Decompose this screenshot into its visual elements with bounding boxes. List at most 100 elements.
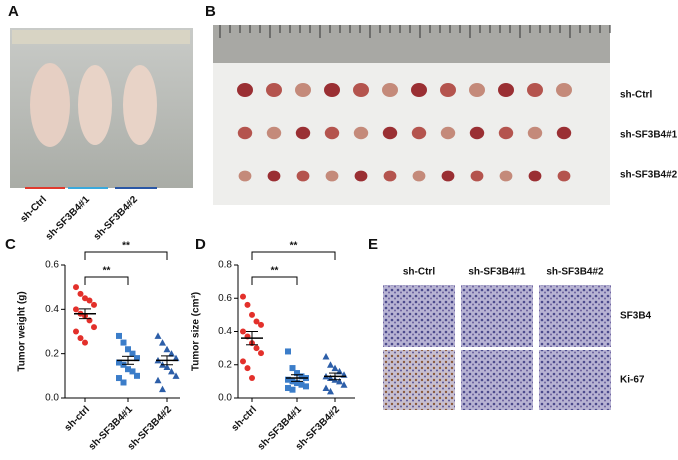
point bbox=[129, 350, 136, 357]
point bbox=[322, 384, 330, 392]
point bbox=[73, 328, 79, 335]
tumor bbox=[353, 83, 369, 97]
point bbox=[327, 361, 334, 368]
panel-label: C bbox=[5, 236, 16, 253]
tumor bbox=[296, 170, 310, 182]
point bbox=[86, 297, 93, 304]
point bbox=[336, 377, 343, 385]
point bbox=[172, 372, 180, 379]
tumor bbox=[470, 170, 484, 182]
mouse bbox=[30, 63, 70, 147]
tumor bbox=[295, 83, 311, 97]
tumor bbox=[527, 126, 543, 140]
group-line bbox=[25, 187, 65, 189]
ihc-image bbox=[383, 285, 455, 347]
point bbox=[244, 301, 251, 308]
tumor bbox=[411, 83, 427, 97]
tumor bbox=[412, 170, 426, 182]
point bbox=[116, 332, 122, 339]
tumor bbox=[440, 83, 456, 97]
tumors bbox=[219, 25, 611, 182]
group-line bbox=[115, 187, 157, 189]
y-tick-label: 0.0 bbox=[45, 393, 59, 404]
point bbox=[116, 375, 122, 382]
panel-label: A bbox=[8, 3, 19, 20]
point bbox=[91, 324, 97, 331]
significance-label: ** bbox=[103, 266, 111, 277]
point bbox=[289, 365, 296, 372]
point bbox=[249, 375, 255, 382]
group-label: sh-SF3B4#2 bbox=[92, 194, 141, 243]
point bbox=[298, 381, 305, 388]
tumor bbox=[382, 83, 398, 97]
point bbox=[82, 295, 88, 302]
significance-bracket bbox=[251, 276, 298, 285]
significance-label: ** bbox=[122, 241, 130, 252]
tumor bbox=[498, 126, 514, 140]
significance-bracket bbox=[84, 276, 129, 285]
tumor bbox=[528, 170, 542, 182]
tumor bbox=[441, 170, 455, 182]
point bbox=[285, 385, 291, 392]
y-tick-label: 0.2 bbox=[218, 359, 232, 370]
point bbox=[163, 345, 171, 353]
row-label: sh-Ctrl bbox=[620, 90, 652, 101]
point bbox=[303, 383, 309, 390]
tumor bbox=[411, 126, 427, 140]
tumor bbox=[237, 83, 253, 97]
point bbox=[294, 370, 300, 377]
y-tick-label: 0.6 bbox=[45, 260, 59, 271]
tumor bbox=[469, 126, 485, 140]
point bbox=[168, 367, 175, 375]
point bbox=[77, 290, 84, 297]
point bbox=[240, 328, 246, 335]
point bbox=[253, 345, 260, 352]
tumor bbox=[498, 83, 514, 97]
point bbox=[154, 332, 162, 339]
tumor bbox=[266, 126, 282, 140]
tumor bbox=[383, 170, 397, 182]
column-label: sh-Ctrl bbox=[403, 267, 435, 278]
point bbox=[294, 380, 300, 387]
point bbox=[240, 358, 246, 365]
point bbox=[134, 372, 140, 379]
group-line bbox=[68, 187, 108, 189]
point bbox=[331, 364, 339, 372]
group-label: sh-Ctrl bbox=[18, 194, 49, 225]
ihc-image bbox=[461, 350, 533, 410]
tumor bbox=[295, 126, 311, 140]
point bbox=[168, 350, 175, 357]
tumor bbox=[556, 83, 572, 97]
y-tick-label: 0.4 bbox=[45, 304, 59, 315]
point bbox=[129, 368, 136, 375]
tumor bbox=[557, 170, 571, 182]
column-label: sh-SF3B4#2 bbox=[546, 267, 604, 278]
point bbox=[116, 359, 122, 366]
y-axis-label: Tumor size (cm³) bbox=[191, 292, 202, 371]
ihc-image bbox=[461, 285, 533, 347]
y-tick-label: 0.6 bbox=[218, 293, 232, 304]
mouse bbox=[78, 65, 112, 145]
point bbox=[327, 387, 334, 395]
point bbox=[298, 373, 305, 380]
point bbox=[249, 311, 255, 318]
tumor bbox=[354, 170, 368, 182]
column-label: sh-SF3B4#1 bbox=[468, 267, 526, 278]
tumor bbox=[499, 170, 513, 182]
tumor bbox=[266, 83, 282, 97]
point bbox=[285, 376, 291, 383]
point bbox=[134, 355, 140, 362]
tumor bbox=[324, 126, 340, 140]
significance-bracket bbox=[251, 251, 336, 260]
y-tick-label: 0.2 bbox=[45, 348, 59, 359]
point bbox=[73, 306, 79, 313]
significance-label: ** bbox=[271, 266, 279, 277]
mouse bbox=[123, 65, 157, 145]
ruler bbox=[213, 25, 610, 63]
tumor bbox=[382, 126, 398, 140]
point bbox=[125, 366, 131, 373]
point bbox=[289, 386, 296, 393]
point bbox=[73, 284, 79, 291]
panel-label: B bbox=[205, 3, 216, 20]
